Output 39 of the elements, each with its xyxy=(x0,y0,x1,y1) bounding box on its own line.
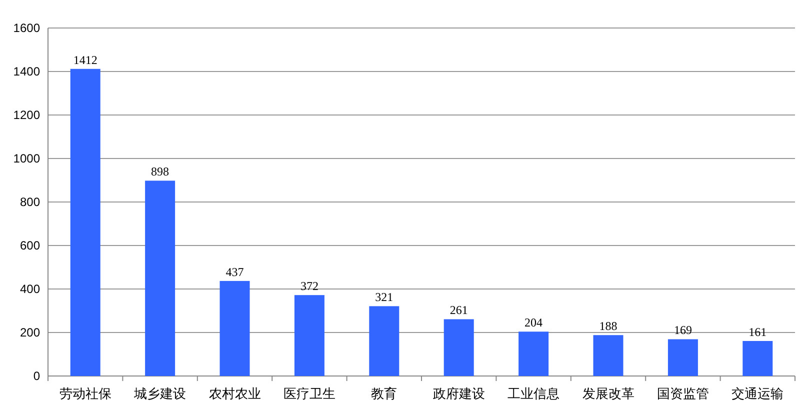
x-tick-label: 医疗卫生 xyxy=(283,387,336,402)
data-label: 169 xyxy=(674,323,692,338)
y-tick-label: 800 xyxy=(20,195,40,209)
data-label: 204 xyxy=(524,316,543,330)
bar xyxy=(369,306,400,376)
bar xyxy=(444,319,474,376)
y-tick-label: 1200 xyxy=(13,108,40,122)
y-tick-label: 400 xyxy=(20,282,40,296)
y-tick-label: 600 xyxy=(20,238,40,252)
data-label: 372 xyxy=(300,279,318,294)
bar xyxy=(668,339,698,376)
bar xyxy=(742,340,773,376)
bar xyxy=(220,280,250,376)
x-tick-label: 发展改革 xyxy=(582,387,634,402)
data-label: 261 xyxy=(450,303,468,318)
data-label: 161 xyxy=(748,324,767,339)
x-tick-label: 交通运输 xyxy=(732,386,784,402)
data-label: 898 xyxy=(151,164,170,179)
data-label: 437 xyxy=(226,264,244,279)
y-tick-label: 0 xyxy=(33,369,40,383)
x-tick-label: 教育 xyxy=(371,386,398,402)
bar xyxy=(593,335,624,376)
x-tick-label: 工业信息 xyxy=(508,387,560,402)
x-tick-label: 城乡建设 xyxy=(133,387,186,402)
data-label: 1412 xyxy=(73,52,98,67)
x-tick-label: 政府建设 xyxy=(432,386,485,402)
data-label: 188 xyxy=(599,319,618,334)
bar xyxy=(294,295,324,376)
bar xyxy=(70,68,100,376)
y-tick-label: 1400 xyxy=(13,64,40,78)
x-tick-label: 农村农业 xyxy=(208,387,261,402)
y-tick-label: 1000 xyxy=(13,152,40,166)
y-tick-label: 200 xyxy=(20,326,40,340)
bar xyxy=(145,180,176,376)
bar xyxy=(518,332,549,376)
y-tick-label: 1600 xyxy=(13,21,40,35)
x-tick-label: 劳动社保 xyxy=(59,387,112,402)
x-tick-label: 国资监管 xyxy=(656,387,709,402)
data-label: 321 xyxy=(375,290,394,304)
